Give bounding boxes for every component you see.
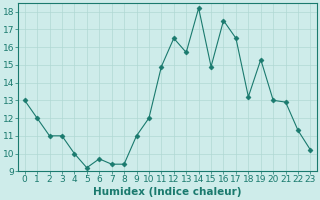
X-axis label: Humidex (Indice chaleur): Humidex (Indice chaleur) [93,187,242,197]
